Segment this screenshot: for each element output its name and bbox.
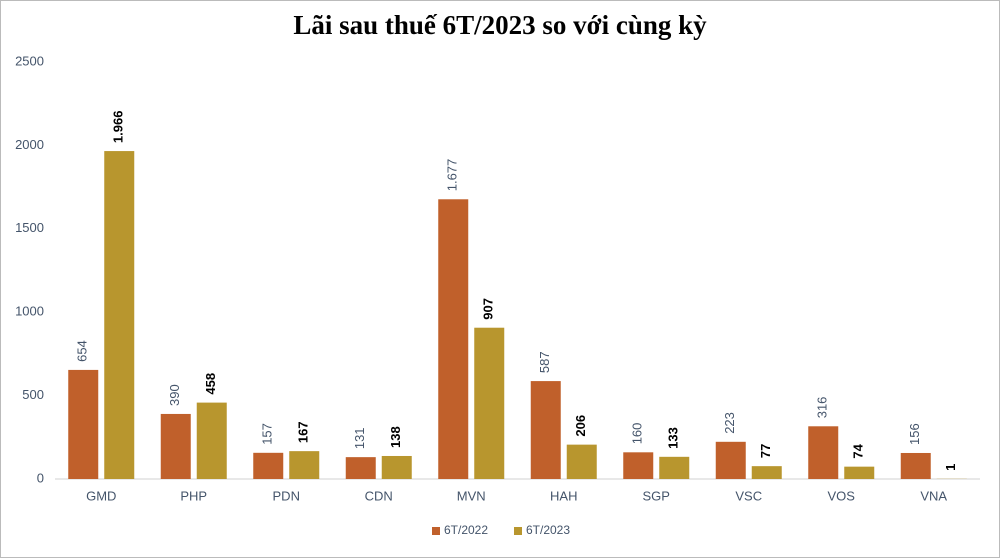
y-tick-label: 1500 [15, 220, 44, 235]
value-label: 587 [537, 351, 552, 373]
bar [566, 444, 597, 479]
bar [751, 466, 782, 479]
value-label: 316 [815, 397, 830, 419]
x-tick-label: SGP [643, 488, 670, 503]
value-label: 390 [167, 384, 182, 406]
value-label: 74 [851, 443, 866, 458]
bar [381, 455, 412, 479]
bar [253, 452, 284, 479]
bar [474, 327, 505, 479]
x-tick-label: MVN [457, 488, 486, 503]
bar [196, 402, 227, 479]
bar [530, 381, 561, 479]
value-label: 167 [296, 421, 311, 443]
bar [623, 452, 654, 479]
value-label: 156 [907, 423, 922, 445]
bar [438, 199, 469, 479]
value-label: 138 [388, 426, 403, 448]
bar [68, 369, 99, 479]
y-tick-label: 2500 [15, 53, 44, 68]
value-label: 458 [203, 373, 218, 395]
x-tick-label: PHP [180, 488, 207, 503]
value-label: 907 [481, 298, 496, 320]
bar [844, 466, 875, 479]
bar [715, 441, 746, 479]
bar [160, 413, 191, 479]
chart-title: Lãi sau thuế 6T/2023 so với cùng kỳ [293, 10, 707, 40]
x-tick-label: VOS [828, 488, 856, 503]
x-tick-label: CDN [365, 488, 393, 503]
bar [659, 456, 690, 479]
bar [345, 457, 376, 479]
value-label: 77 [758, 444, 773, 458]
value-label: 654 [75, 340, 90, 362]
x-tick-label: HAH [550, 488, 577, 503]
value-label: 157 [260, 423, 275, 445]
x-tick-label: VSC [735, 488, 762, 503]
legend-label: 6T/2022 [444, 523, 488, 537]
legend-swatch [432, 527, 440, 535]
bar [808, 426, 839, 479]
value-label: 206 [573, 415, 588, 437]
bar [289, 451, 320, 479]
y-tick-label: 2000 [15, 137, 44, 152]
bar [900, 452, 931, 479]
x-tick-label: GMD [86, 488, 116, 503]
y-tick-label: 1000 [15, 304, 44, 319]
legend-swatch [514, 527, 522, 535]
x-tick-label: PDN [273, 488, 300, 503]
value-label: 1.677 [445, 159, 460, 192]
y-tick-label: 500 [22, 387, 44, 402]
bar [104, 151, 135, 479]
value-label: 1 [943, 464, 958, 471]
legend-label: 6T/2023 [526, 523, 570, 537]
value-label: 223 [722, 412, 737, 434]
y-tick-label: 0 [37, 470, 44, 485]
value-label: 131 [352, 427, 367, 449]
value-label: 1.966 [111, 111, 126, 144]
x-tick-label: VNA [920, 488, 947, 503]
value-label: 160 [630, 423, 645, 445]
value-label: 133 [666, 427, 681, 449]
